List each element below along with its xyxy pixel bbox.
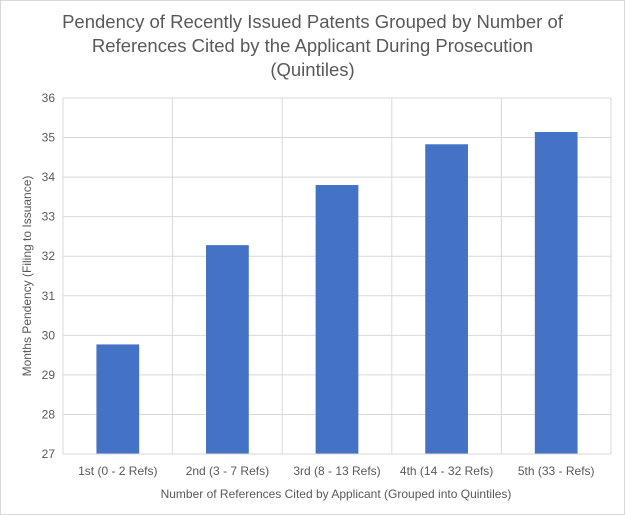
bar (316, 185, 359, 454)
bar (425, 144, 468, 454)
x-tick-label: 3rd (8 - 13 Refs) (293, 464, 380, 478)
x-tick-label: 5th (33 - Refs) (518, 464, 595, 478)
y-tick-label: 34 (42, 170, 56, 184)
y-tick-label: 31 (42, 289, 56, 303)
y-tick-label: 35 (42, 131, 56, 145)
x-axis-title: Number of References Cited by Applicant … (161, 487, 512, 501)
y-tick-label: 32 (42, 249, 56, 263)
y-tick-label: 33 (42, 210, 56, 224)
y-tick-label: 27 (42, 447, 56, 461)
bar (535, 132, 578, 454)
bar (96, 344, 139, 454)
x-tick-label: 4th (14 - 32 Refs) (400, 464, 493, 478)
bar (206, 245, 249, 454)
y-axis-title: Months Pendency (Filing to Issuance) (20, 176, 34, 377)
y-tick-label: 30 (42, 328, 56, 342)
x-tick-label: 2nd (3 - 7 Refs) (186, 464, 269, 478)
x-tick-label: 1st (0 - 2 Refs) (78, 464, 157, 478)
bar-series (96, 132, 577, 454)
y-tick-label: 28 (42, 407, 56, 421)
y-tick-label: 29 (42, 368, 56, 382)
y-tick-label: 36 (42, 91, 56, 105)
